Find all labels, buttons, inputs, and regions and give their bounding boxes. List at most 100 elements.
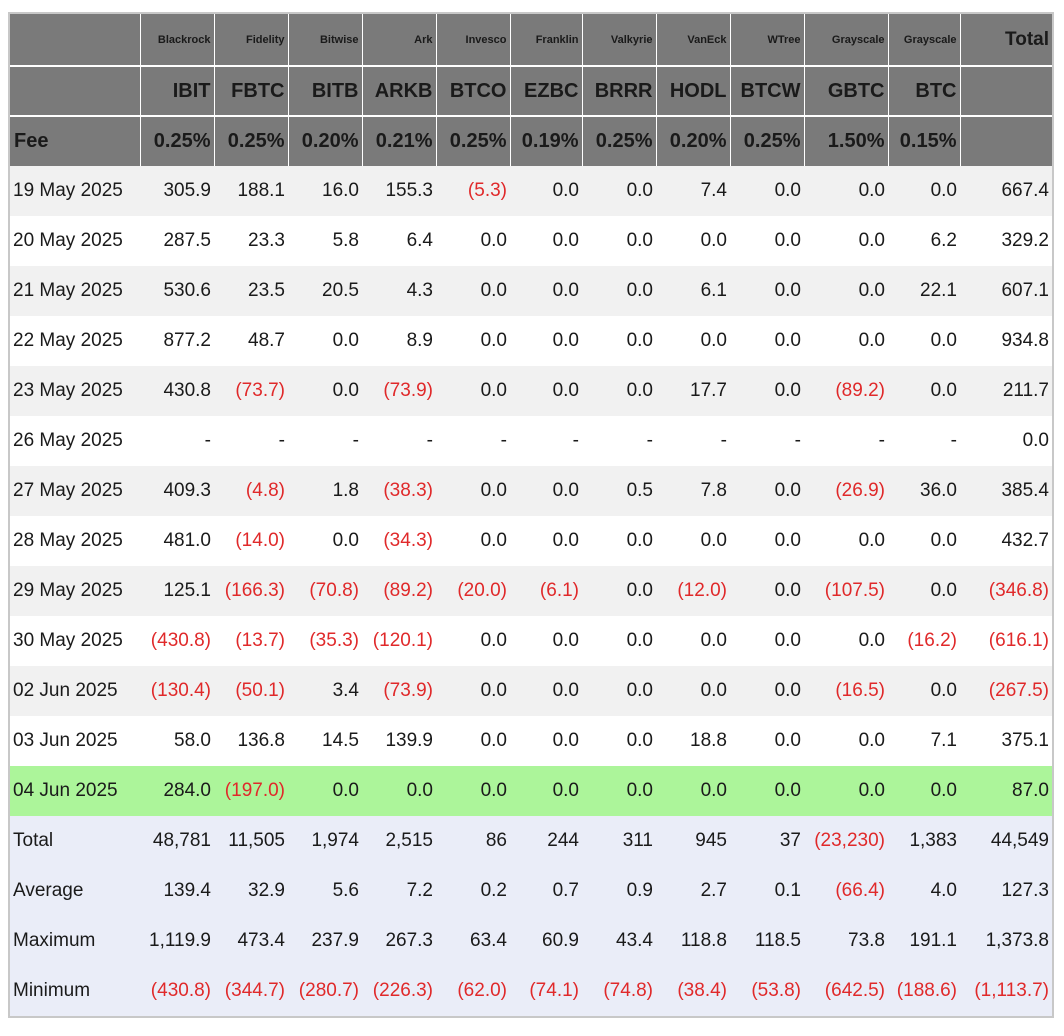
flow-value-cell: - (214, 416, 288, 466)
row-total-cell: 211.7 (960, 366, 1052, 416)
row-total-cell: (346.8) (960, 566, 1052, 616)
flow-value-cell: 0.0 (888, 666, 960, 716)
flow-value-cell: 0.0 (510, 766, 582, 816)
flow-value-cell: 0.0 (582, 366, 656, 416)
fee-value: 0.15% (888, 116, 961, 166)
flow-value-cell: (73.7) (214, 366, 288, 416)
flow-value-cell: 0.0 (730, 316, 804, 366)
flow-value-cell: 48,781 (140, 816, 214, 866)
flow-value-cell: 60.9 (510, 916, 582, 966)
flow-value-cell: 0.0 (510, 266, 582, 316)
flow-value-cell: (13.7) (214, 616, 288, 666)
flow-value-cell: 409.3 (140, 466, 214, 516)
flow-value-cell: 0.0 (888, 516, 960, 566)
row-total-cell: 667.4 (960, 166, 1052, 216)
flow-value-cell: 0.0 (510, 516, 582, 566)
flow-value-cell: 139.4 (140, 866, 214, 916)
flow-value-cell: 305.9 (140, 166, 214, 216)
flow-value-cell: (12.0) (656, 566, 730, 616)
flow-value-cell: - (436, 416, 510, 466)
flow-value-cell: 0.0 (436, 666, 510, 716)
flow-value-cell: 0.0 (288, 366, 362, 416)
flow-value-cell: (66.4) (804, 866, 888, 916)
flow-value-cell: (430.8) (140, 966, 214, 1016)
flow-value-cell: 530.6 (140, 266, 214, 316)
flow-value-cell: 191.1 (888, 916, 960, 966)
flow-value-cell: 37 (730, 816, 804, 866)
flow-value-cell: 0.0 (436, 716, 510, 766)
flow-value-cell: 0.0 (888, 316, 960, 366)
table-row: 30 May 2025 (430.8) (13.7) (35.3) (120.1) 0.0… (10, 616, 1052, 666)
flow-value-cell: 0.0 (582, 716, 656, 766)
issuer-header: Franklin (510, 14, 583, 66)
flow-value-cell: - (804, 416, 888, 466)
issuer-header: Ark (362, 14, 437, 66)
ticker-header: GBTC (804, 66, 889, 116)
row-total-cell: 87.0 (960, 766, 1052, 816)
flow-value-cell: (197.0) (214, 766, 288, 816)
flow-value-cell: 945 (656, 816, 730, 866)
flow-value-cell: 0.0 (730, 366, 804, 416)
date-cell: 19 May 2025 (10, 166, 140, 216)
issuer-header: Valkyrie (582, 14, 657, 66)
issuer-header: Bitwise (288, 14, 363, 66)
fee-value: 0.20% (288, 116, 363, 166)
flow-value-cell: 0.0 (582, 316, 656, 366)
flow-value-cell: 14.5 (288, 716, 362, 766)
flow-value-cell: (5.3) (436, 166, 510, 216)
flow-value-cell: 0.0 (362, 766, 436, 816)
flow-value-cell: 0.0 (804, 166, 888, 216)
flow-value-cell: (642.5) (804, 966, 888, 1016)
flow-value-cell: 155.3 (362, 166, 436, 216)
flow-value-cell: (188.6) (888, 966, 960, 1016)
flow-value-cell: 287.5 (140, 216, 214, 266)
fee-label: Fee (10, 116, 141, 166)
flow-value-cell: 0.0 (582, 766, 656, 816)
flow-value-cell: 0.0 (888, 766, 960, 816)
flow-value-cell: 7.4 (656, 166, 730, 216)
flow-value-cell: 0.0 (510, 466, 582, 516)
flow-value-cell: (344.7) (214, 966, 288, 1016)
flow-value-cell: 0.0 (804, 716, 888, 766)
date-cell: 22 May 2025 (10, 316, 140, 366)
flow-value-cell: 0.2 (436, 866, 510, 916)
table-body: Blackrock Fidelity Bitwise Ark Invesco F… (10, 14, 1052, 1016)
flow-value-cell: (166.3) (214, 566, 288, 616)
flow-value-cell: (23,230) (804, 816, 888, 866)
flow-value-cell: 0.0 (510, 716, 582, 766)
fee-value: 0.25% (582, 116, 657, 166)
flow-value-cell: 0.0 (888, 366, 960, 416)
flow-value-cell: (70.8) (288, 566, 362, 616)
flow-value-cell: 0.0 (730, 716, 804, 766)
flow-value-cell: 0.0 (510, 616, 582, 666)
flow-value-cell: 0.0 (436, 366, 510, 416)
row-total-cell: 44,549 (960, 816, 1052, 866)
flow-value-cell: 0.0 (436, 616, 510, 666)
flow-value-cell: 86 (436, 816, 510, 866)
table-row: 19 May 2025 305.9 188.1 16.0 155.3 (5.3) 0.0 0.… (10, 166, 1052, 216)
flow-value-cell: 244 (510, 816, 582, 866)
flow-value-cell: 0.0 (582, 566, 656, 616)
summary-label: Average (10, 866, 140, 916)
issuer-header: Fidelity (214, 14, 289, 66)
date-cell: 04 Jun 2025 (10, 766, 140, 816)
flow-value-cell: (73.9) (362, 366, 436, 416)
flow-value-cell: (89.2) (804, 366, 888, 416)
flow-value-cell: 0.1 (730, 866, 804, 916)
flow-value-cell: 0.0 (510, 666, 582, 716)
flow-value-cell: 481.0 (140, 516, 214, 566)
table-row: 04 Jun 2025 284.0 (197.0) 0.0 0.0 0.0 0.0 0.0 0.… (10, 766, 1052, 816)
flow-value-cell: 0.0 (730, 616, 804, 666)
flow-value-cell: 0.0 (804, 516, 888, 566)
date-cell: 03 Jun 2025 (10, 716, 140, 766)
flow-value-cell: 0.7 (510, 866, 582, 916)
flow-value-cell: 8.9 (362, 316, 436, 366)
flow-value-cell: 20.5 (288, 266, 362, 316)
flow-value-cell: 0.0 (804, 266, 888, 316)
flow-value-cell: 43.4 (582, 916, 656, 966)
flow-value-cell: 0.0 (730, 566, 804, 616)
flow-value-cell: - (656, 416, 730, 466)
date-cell: 26 May 2025 (10, 416, 140, 466)
summary-label: Total (10, 816, 140, 866)
flow-value-cell: 63.4 (436, 916, 510, 966)
